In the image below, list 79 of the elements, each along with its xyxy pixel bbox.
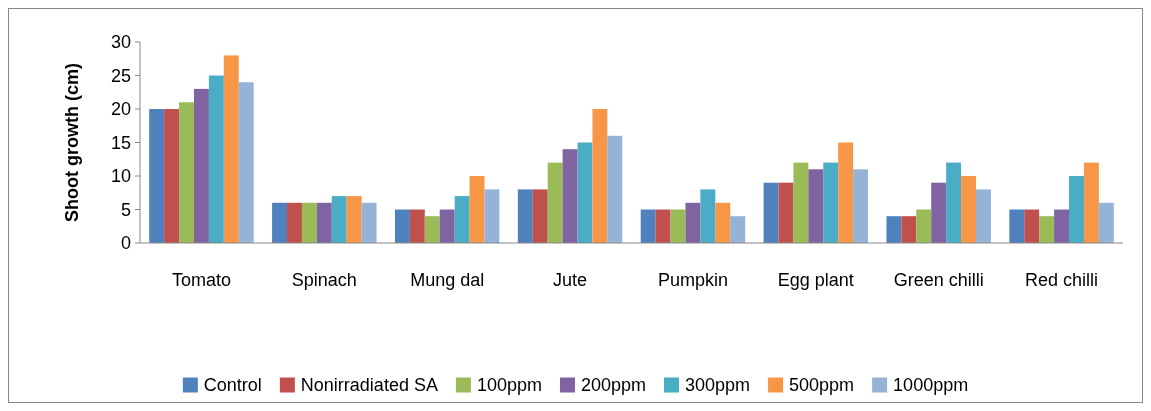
bar (179, 102, 194, 243)
bar (975, 189, 991, 243)
legend-label: 1000ppm (893, 375, 969, 396)
bar (1009, 209, 1025, 243)
legend-label: 100ppm (476, 375, 542, 396)
y-tick-label: 30 (110, 32, 131, 53)
bar (424, 216, 440, 243)
bar (469, 176, 485, 243)
x-tick-label: Spinach (291, 270, 357, 290)
x-tick-label: Red chilli (1025, 270, 1099, 290)
bar (1039, 216, 1055, 243)
bar (931, 182, 947, 243)
y-tick-label: 25 (110, 65, 131, 86)
x-tick-label: Tomato (171, 270, 231, 290)
bar (149, 109, 165, 243)
bar (961, 176, 976, 243)
y-tick-label: 0 (120, 233, 131, 254)
y-tick-label: 10 (110, 166, 131, 187)
bar (778, 182, 794, 243)
x-tick-label: Green chilli (893, 270, 984, 290)
legend-label: Nonirradiated SA (300, 375, 438, 396)
bar (562, 149, 578, 243)
bar (1069, 176, 1084, 243)
bar (640, 209, 656, 243)
legend-label: Control (203, 375, 262, 396)
x-tick-label: Jute (553, 270, 588, 290)
bar (394, 209, 410, 243)
y-tick-label: 15 (110, 132, 131, 153)
bar (715, 202, 731, 243)
bar (607, 135, 623, 243)
legend-label: 300ppm (685, 375, 751, 396)
x-tick-label: Pumpkin (657, 270, 728, 290)
bar (1024, 209, 1040, 243)
bar (853, 169, 869, 243)
bar (730, 216, 746, 243)
y-tick-label: 5 (120, 199, 131, 220)
bar (238, 82, 254, 243)
bar (946, 162, 962, 243)
bar (592, 109, 608, 243)
bar (655, 209, 671, 243)
bar (1054, 209, 1070, 243)
bar (793, 162, 809, 243)
bar (484, 189, 500, 243)
bar (301, 202, 317, 243)
bar (287, 202, 302, 243)
bar (331, 196, 347, 243)
bar (763, 182, 779, 243)
bar (901, 216, 917, 243)
bar (361, 202, 377, 243)
bar (409, 209, 425, 243)
bar (1083, 162, 1099, 243)
legend-label: 200ppm (580, 375, 647, 396)
bar (1098, 202, 1114, 243)
bar (577, 142, 593, 243)
bar (272, 202, 288, 243)
bar (208, 75, 224, 243)
bar (454, 196, 470, 243)
bar (670, 209, 686, 243)
bar (193, 88, 209, 243)
bar (808, 169, 824, 243)
x-tick-label: Egg plant (777, 270, 854, 290)
bar (223, 55, 239, 243)
bar (346, 196, 362, 243)
bar (838, 142, 854, 243)
bar (547, 162, 563, 243)
bar (700, 189, 716, 243)
bar (916, 209, 932, 243)
bar (823, 162, 839, 243)
bar (316, 202, 332, 243)
bar (685, 202, 701, 243)
bar (164, 109, 180, 243)
bar (886, 216, 902, 243)
x-tick-label: Mung dal (410, 270, 485, 290)
bar (517, 189, 533, 243)
y-axis-title: Shoot growth (cm) (62, 63, 82, 222)
y-tick-label: 20 (110, 99, 131, 120)
bar (439, 209, 455, 243)
legend-label: 500ppm (789, 375, 855, 396)
bar (532, 189, 548, 243)
